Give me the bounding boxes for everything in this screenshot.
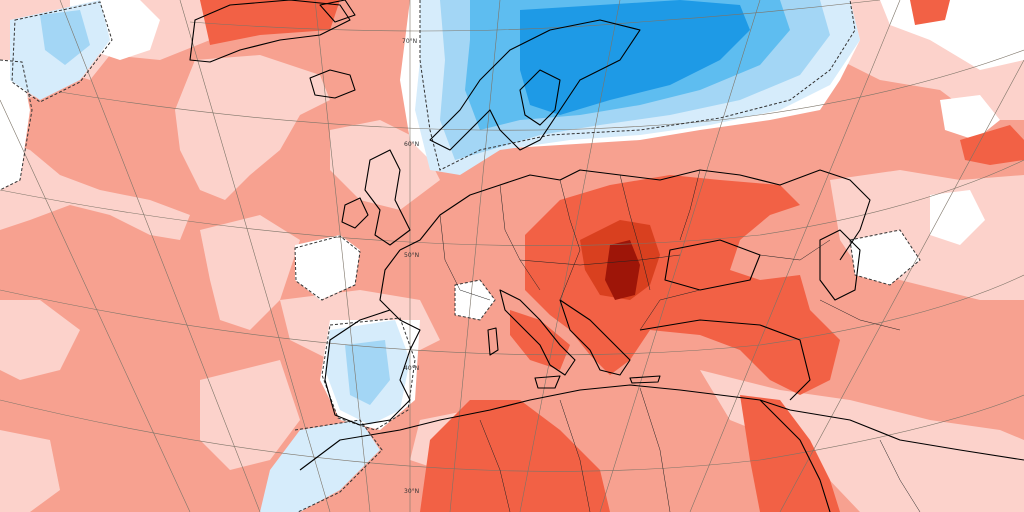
- borders: [439, 169, 921, 512]
- zero-contours: [0, 0, 921, 512]
- lat-label-30: 30°N: [404, 488, 419, 495]
- coastlines: [189, 0, 1024, 512]
- lat-label-60: 60°N: [404, 141, 419, 148]
- latitude-labels: 70°N 60°N 50°N 40°N 30°N: [402, 38, 419, 495]
- cool-regions: [10, 0, 860, 512]
- lat-label-40: 40°N: [404, 365, 419, 372]
- lat-label-70: 70°N: [402, 38, 417, 45]
- lat-label-50: 50°N: [404, 252, 419, 259]
